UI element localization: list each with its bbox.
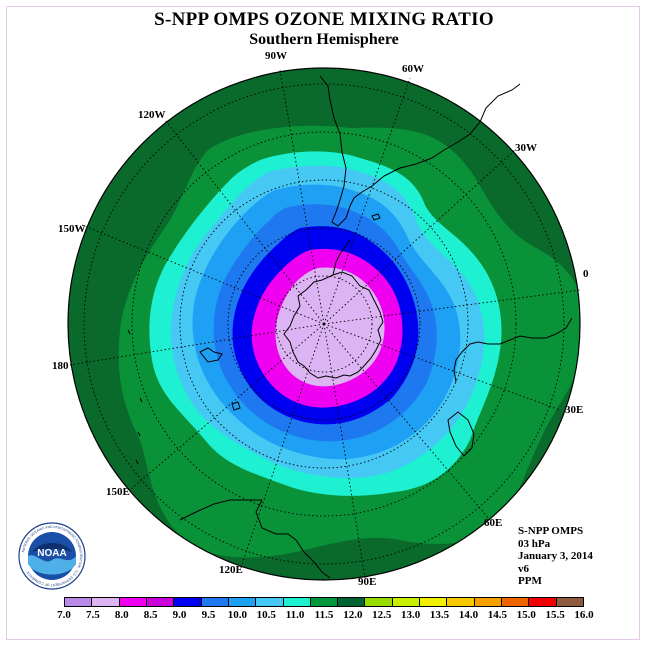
info-units: PPM [518,575,542,587]
madagascar [447,411,475,457]
colorbar-tick-label: 16.0 [574,609,594,621]
lat-circle-70s [227,227,421,421]
info-date: January 3, 2014 [518,550,593,562]
colorbar-tick-label: 9.0 [172,609,187,621]
colorbar-swatch [228,598,257,606]
colorbar-tick-label: 15.0 [516,609,536,621]
colorbar-swatch [474,598,502,606]
info-instrument: S-NPP OMPS [518,525,584,537]
label-120e: 120E [219,564,243,576]
falklands [371,213,381,221]
colorbar-swatch [502,598,530,606]
info-version: v6 [518,562,529,575]
colorbar-swatch [338,598,366,606]
colorbar-tick-label: 7.5 [86,609,100,621]
new-zealand [199,347,223,363]
map-subtitle: Southern Hemisphere [249,31,399,48]
colorbar-swatch [92,598,120,606]
colorbar-swatch [65,598,93,606]
meridian-lines [69,69,581,579]
label-120w: 120W [138,109,166,121]
australia-coast [255,499,331,579]
field-lavender-core [275,267,385,387]
logo-text: NOAA [37,548,66,559]
colorbar-tick-label: 8.5 [143,609,158,621]
australia-south [179,499,262,521]
label-90e: 90E [358,576,377,588]
colorbar-swatch [365,598,393,606]
graticule [69,69,581,579]
colorbar-tick-label: 15.5 [545,609,565,621]
noaa-logo: NOAA NATIONAL OCEANIC AND ATMOSPHERIC AD… [18,522,86,590]
colorbar-swatch [529,598,557,606]
colorbar-swatch [256,598,284,606]
antarctic-peninsula [332,239,351,276]
label-30w: 30W [515,142,537,154]
info-level: 03 hPa [518,537,551,550]
ozone-field [68,68,580,580]
colorbar-tick-label: 7.0 [57,609,71,621]
colorbar-tick-label: 12.5 [372,609,392,621]
lat-circle-60s [179,179,469,469]
label-90w: 90W [265,50,287,62]
label-30e: 30E [565,404,584,416]
colorbar-swatch [119,598,147,606]
africa-coast [453,317,573,383]
lat-circle-50s [131,131,517,517]
colorbar-swatch [556,598,583,606]
south-america-coast [319,75,487,227]
lat-circle-80s [275,275,373,373]
south-america-east-coast [485,83,521,109]
colorbar [64,597,584,607]
colorbar-tick-label: 14.0 [458,609,479,621]
colorbar-tick-label: 14.5 [487,609,507,621]
coastlines [127,75,573,579]
colorbar-swatch [174,598,202,606]
lat-circle-40s [83,83,565,565]
colorbar-swatch [310,598,339,606]
label-60w: 60W [402,63,424,75]
colorbar-tick-label: 11.0 [285,609,305,621]
colorbar-tick-label: 13.0 [401,609,421,621]
colorbar-tick-label: 11.5 [314,609,334,621]
map-title: S-NPP OMPS OZONE MIXING RATIO [154,9,494,30]
colorbar-tick-label: 13.5 [429,609,450,621]
map-boundary [67,67,581,581]
colorbar-swatch [146,598,175,606]
colorbar-tick-label: 9.5 [201,609,216,621]
colorbar-tick-label: 10.5 [256,609,276,621]
colorbar-swatch [447,598,475,606]
label-180: 180 [52,360,69,372]
colorbar-swatch [392,598,421,606]
plot-frame [6,6,640,640]
colorbar-swatch [201,598,229,606]
islands-west [127,329,143,465]
colorbar-tick-label: 8.0 [114,609,129,621]
label-150e: 150E [106,486,130,498]
colorbar-tick-label: 10.0 [227,609,247,621]
label-150w: 150W [58,223,86,235]
antarctica-coast [283,271,384,379]
tasmania [231,401,241,411]
colorbar-swatch [283,598,311,606]
colorbar-swatch [420,598,448,606]
label-60e: 60E [484,517,503,529]
label-0: 0 [583,268,589,280]
colorbar-tick-label: 12.0 [343,609,363,621]
info-block: S-NPP OMPS 03 hPa January 3, 2014 v6 PPM [518,525,593,588]
